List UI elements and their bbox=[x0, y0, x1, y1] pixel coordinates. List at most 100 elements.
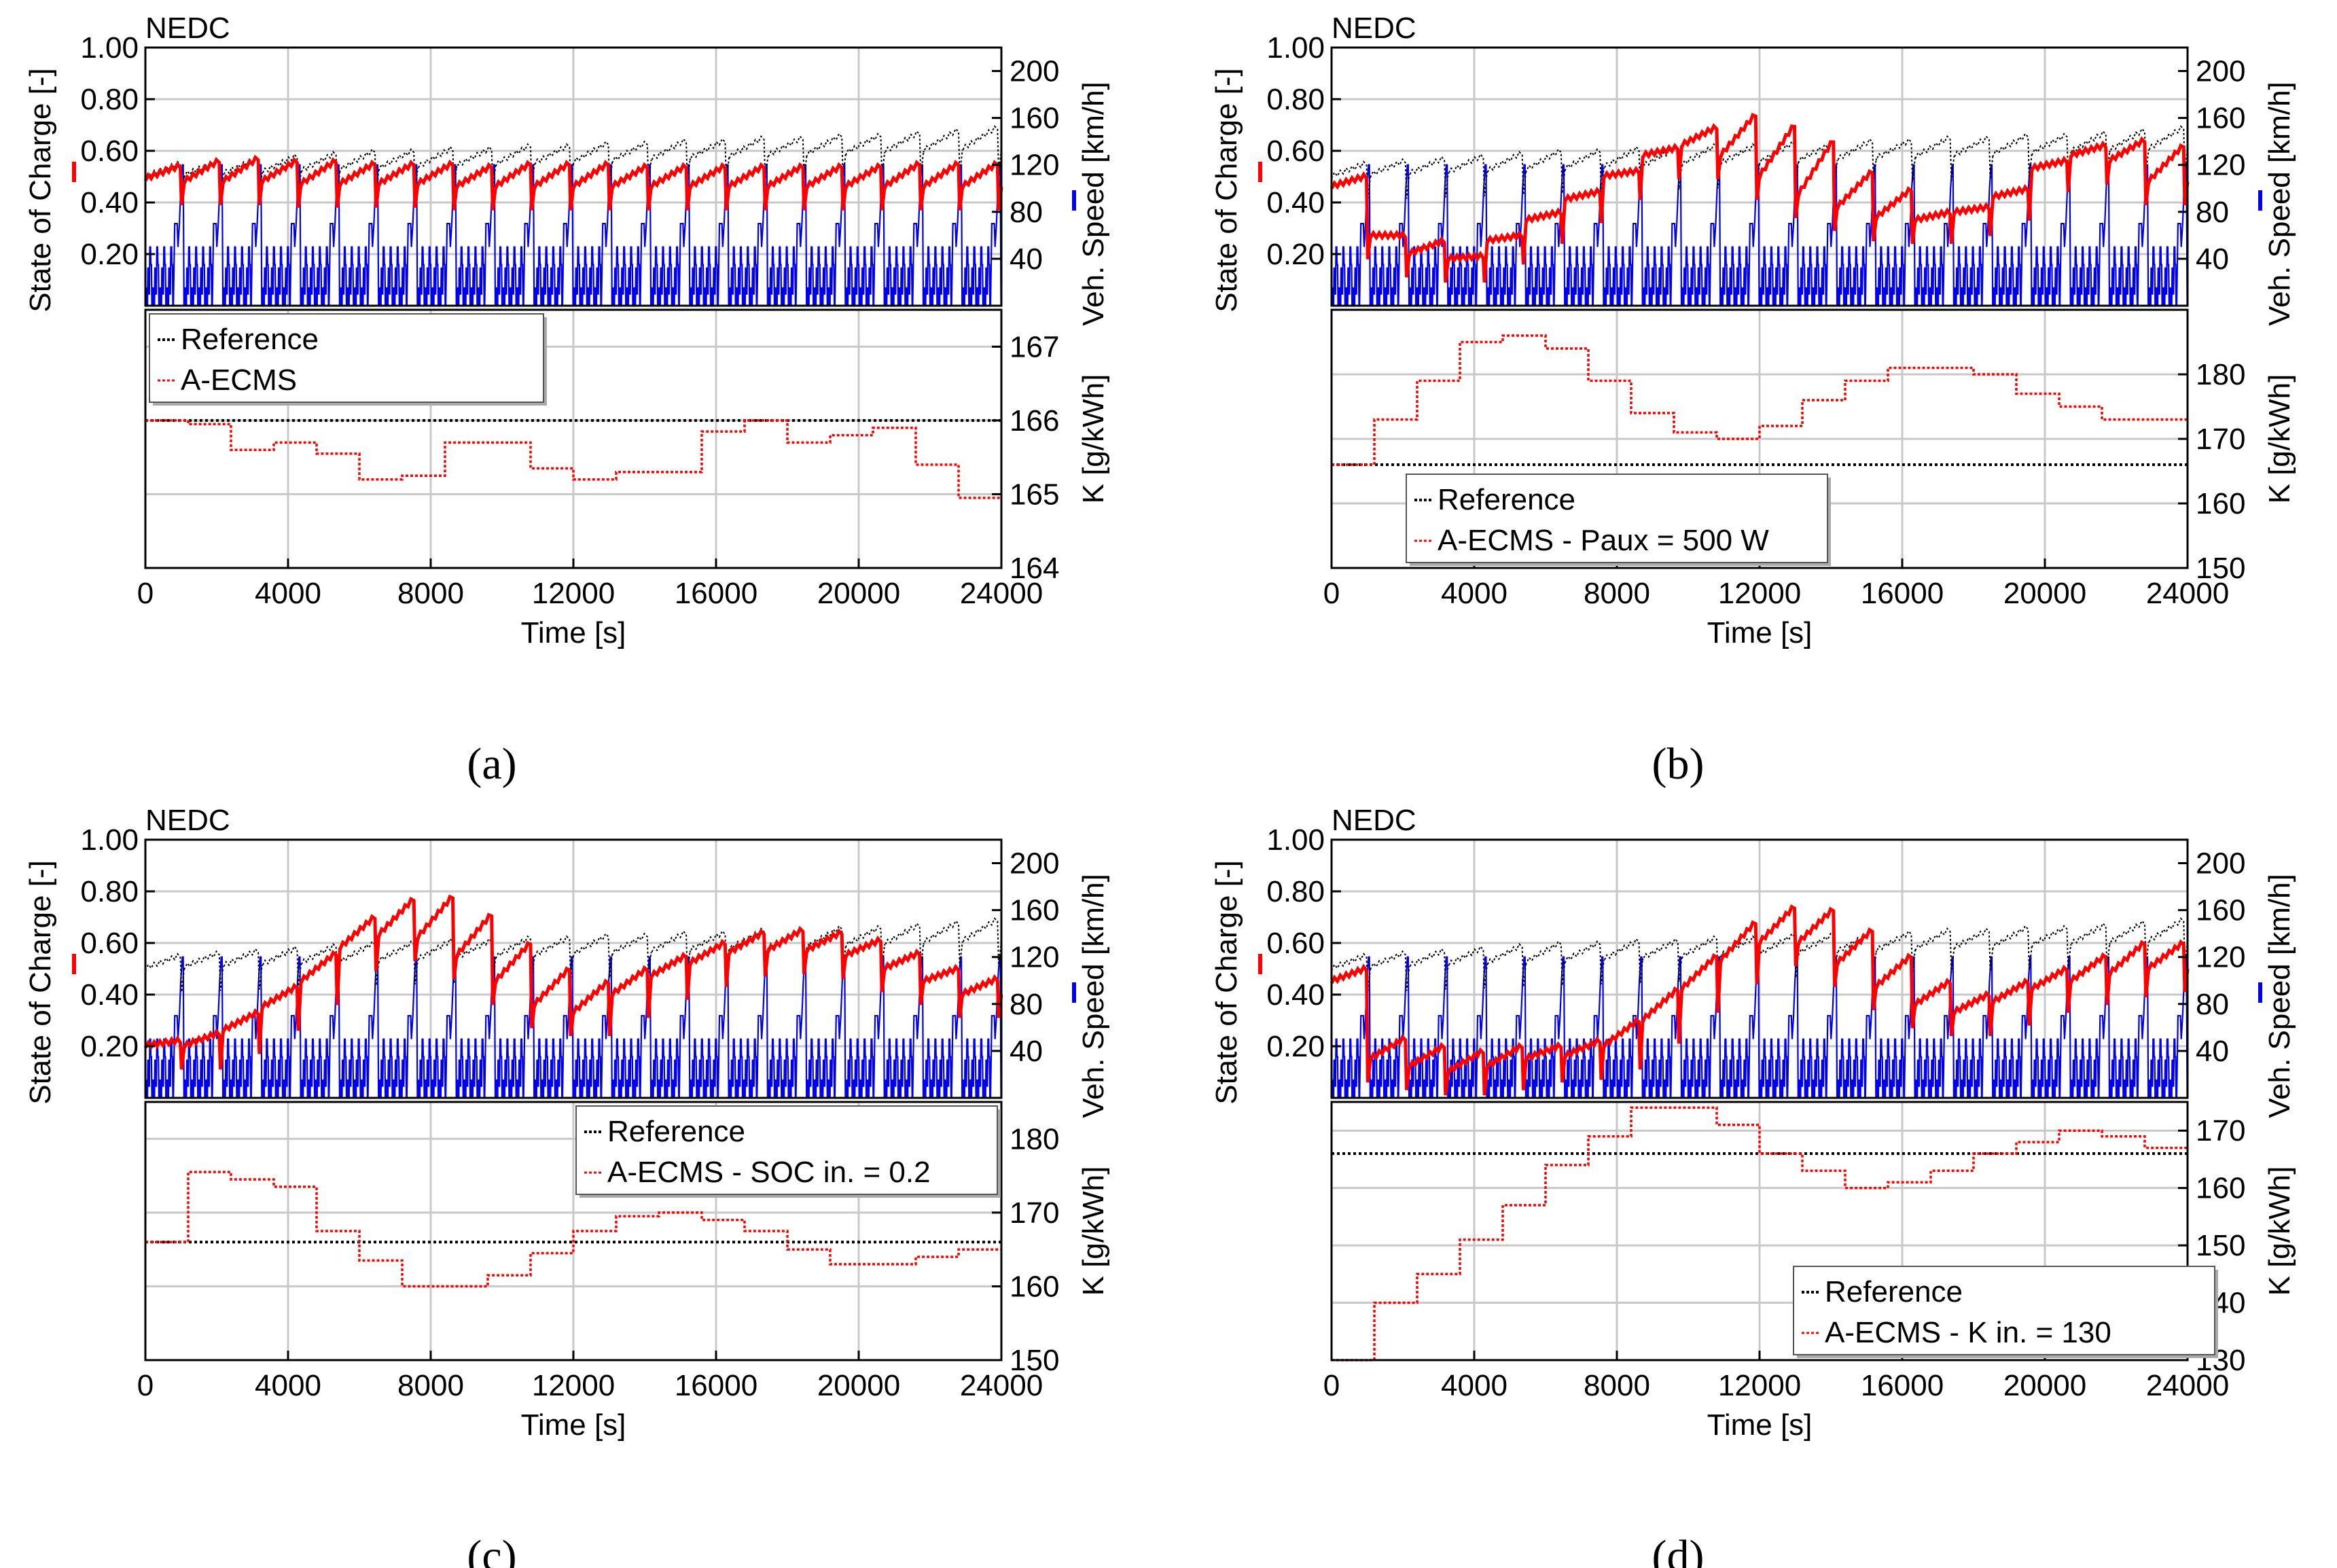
vehicle-speed-line bbox=[1330, 164, 2188, 307]
tick-label-x: 12000 bbox=[1718, 577, 1801, 610]
tick-label-x: 16000 bbox=[675, 1369, 757, 1402]
tick-label-left: 0.80 bbox=[80, 875, 139, 908]
tick-label-left: 0.60 bbox=[80, 135, 139, 168]
tick-label-k: 160 bbox=[2196, 1172, 2245, 1205]
legend-label-a-ecms: A-ECMS - SOC in. = 0.2 bbox=[607, 1156, 931, 1189]
tick-label-x: 0 bbox=[1323, 1369, 1340, 1402]
panel-d: NEDC0.200.400.600.801.004080120160200130… bbox=[1210, 804, 2296, 1568]
tick-label-x: 16000 bbox=[1861, 1369, 1944, 1402]
y-axis-label-speed: Veh. Speed [km/h] bbox=[1077, 874, 1110, 1118]
legend-label-a-ecms: A-ECMS bbox=[181, 363, 297, 397]
tick-label-right: 120 bbox=[1010, 149, 1059, 182]
tick-label-k: 170 bbox=[1010, 1196, 1059, 1230]
legend-box bbox=[149, 313, 544, 403]
panel-a: NEDC 0.20 0.40 0.60 0.80 1.00 40 80 120 160 200 164… bbox=[24, 12, 1110, 789]
tick-label-left: 0.60 bbox=[1266, 927, 1325, 960]
tick-label-x: 0 bbox=[137, 577, 154, 610]
y-axis-label-k: K [g/kWh] bbox=[1077, 1166, 1110, 1296]
reference-soc-line bbox=[1331, 125, 2188, 200]
speed-axis-marker bbox=[1072, 982, 1076, 1003]
legend-box bbox=[1406, 474, 1828, 563]
tick-label-x: 20000 bbox=[2003, 1369, 2086, 1402]
tick-label-k: 160 bbox=[1010, 1270, 1059, 1303]
tick-label-k: 180 bbox=[2196, 358, 2245, 391]
x-axis-label: Time [s] bbox=[1707, 1408, 1813, 1442]
tick-label-k: 165 bbox=[1010, 478, 1059, 511]
y-axis-label-speed: Veh. Speed [km/h] bbox=[2263, 82, 2296, 326]
tick-label-x: 12000 bbox=[532, 1369, 615, 1402]
y-axis-label-k: K [g/kWh] bbox=[1077, 374, 1110, 504]
tick-label-x: 0 bbox=[137, 1369, 154, 1402]
tick-label-right: 40 bbox=[2196, 1035, 2229, 1068]
a-ecms-k-line bbox=[1332, 1106, 2188, 1361]
a-ecms-k-line bbox=[145, 419, 1001, 499]
legend-label-a-ecms: A-ECMS - K in. = 130 bbox=[1825, 1316, 2111, 1349]
tick-label-x: 24000 bbox=[960, 1369, 1043, 1402]
tick-label-right: 80 bbox=[2196, 988, 2229, 1021]
tick-label-x: 24000 bbox=[2146, 1369, 2229, 1402]
tick-label-right: 200 bbox=[1010, 55, 1059, 88]
tick-label-x: 8000 bbox=[1584, 1369, 1650, 1402]
tick-label-k: 167 bbox=[1010, 330, 1059, 363]
x-axis-label: Time [s] bbox=[1707, 616, 1813, 649]
legend-label-reference: Reference bbox=[607, 1115, 745, 1148]
tick-label-right: 200 bbox=[2196, 847, 2245, 880]
legend-box bbox=[1793, 1266, 2215, 1355]
x-axis-label: Time [s] bbox=[521, 1408, 626, 1442]
vehicle-speed-line bbox=[1330, 956, 2188, 1099]
legend: Reference A-ECMS - K in. = 130 bbox=[1793, 1266, 2218, 1358]
legend-label-reference: Reference bbox=[181, 323, 319, 356]
tick-label-x: 12000 bbox=[532, 577, 615, 610]
tick-label-right: 40 bbox=[2196, 243, 2229, 276]
tick-label-x: 20000 bbox=[817, 577, 900, 610]
chart-title: NEDC bbox=[1332, 804, 1416, 837]
tick-label-x: 4000 bbox=[255, 577, 321, 610]
y-axis-label-soc: State of Charge [-] bbox=[24, 68, 57, 313]
panel-b: NEDC 0.20 0.40 0.60 0.80 1.00 40 80 120 160 200 150… bbox=[1210, 12, 2296, 789]
tick-label-x: 12000 bbox=[1718, 1369, 1801, 1402]
tick-label-x: 24000 bbox=[960, 577, 1043, 610]
tick-label-right: 160 bbox=[2196, 102, 2245, 135]
legend: Reference A-ECMS - SOC in. = 0.2 bbox=[575, 1105, 1001, 1198]
y-axis-label-k: K [g/kWh] bbox=[2263, 1166, 2296, 1296]
tick-label-left: 0.20 bbox=[1266, 238, 1325, 271]
tick-label-left: 0.40 bbox=[80, 978, 139, 1012]
top-plot-frame bbox=[144, 838, 1003, 1099]
y-axis-label-soc: State of Charge [-] bbox=[24, 860, 57, 1105]
tick-label-k: 160 bbox=[2196, 487, 2245, 520]
tick-label-x: 4000 bbox=[1441, 577, 1508, 610]
tick-label-left: 0.20 bbox=[1266, 1030, 1325, 1063]
tick-label-left: 1.00 bbox=[1266, 823, 1325, 857]
legend: Reference A-ECMS - Paux = 500 W bbox=[1406, 474, 1831, 566]
y-axis-label-soc: State of Charge [-] bbox=[1210, 68, 1243, 313]
tick-label-k: 150 bbox=[2196, 552, 2245, 585]
tick-label-left: 0.20 bbox=[80, 238, 139, 271]
legend-label-a-ecms: A-ECMS - Paux = 500 W bbox=[1438, 524, 1769, 557]
tick-label-k: 150 bbox=[2196, 1229, 2245, 1262]
tick-label-right: 80 bbox=[1010, 196, 1043, 229]
tick-label-right: 160 bbox=[1010, 894, 1059, 927]
soc-axis-marker bbox=[1258, 162, 1262, 182]
reference-soc-line bbox=[145, 125, 1002, 200]
tick-label-x: 8000 bbox=[1584, 577, 1650, 610]
tick-label-right: 200 bbox=[2196, 55, 2245, 88]
tick-label-left: 0.80 bbox=[80, 83, 139, 116]
top-plot-frame bbox=[1330, 46, 2189, 307]
tick-label-right: 40 bbox=[1010, 1035, 1043, 1068]
y-axis-label-soc: State of Charge [-] bbox=[1210, 860, 1243, 1105]
legend-box bbox=[575, 1105, 998, 1195]
tick-label-right: 120 bbox=[1010, 941, 1059, 974]
panel-caption: (c) bbox=[467, 1531, 516, 1568]
legend-label-reference: Reference bbox=[1825, 1275, 1963, 1308]
x-axis-label: Time [s] bbox=[521, 616, 626, 649]
vehicle-speed-line bbox=[144, 164, 1002, 307]
legend: Reference A-ECMS bbox=[149, 313, 547, 406]
tick-label-x: 8000 bbox=[397, 1369, 464, 1402]
tick-label-x: 8000 bbox=[397, 577, 464, 610]
speed-axis-marker bbox=[1072, 190, 1076, 211]
tick-label-x: 0 bbox=[1323, 577, 1340, 610]
tick-label-left: 0.60 bbox=[1266, 135, 1325, 168]
tick-label-x: 4000 bbox=[255, 1369, 321, 1402]
tick-label-right: 160 bbox=[1010, 102, 1059, 135]
